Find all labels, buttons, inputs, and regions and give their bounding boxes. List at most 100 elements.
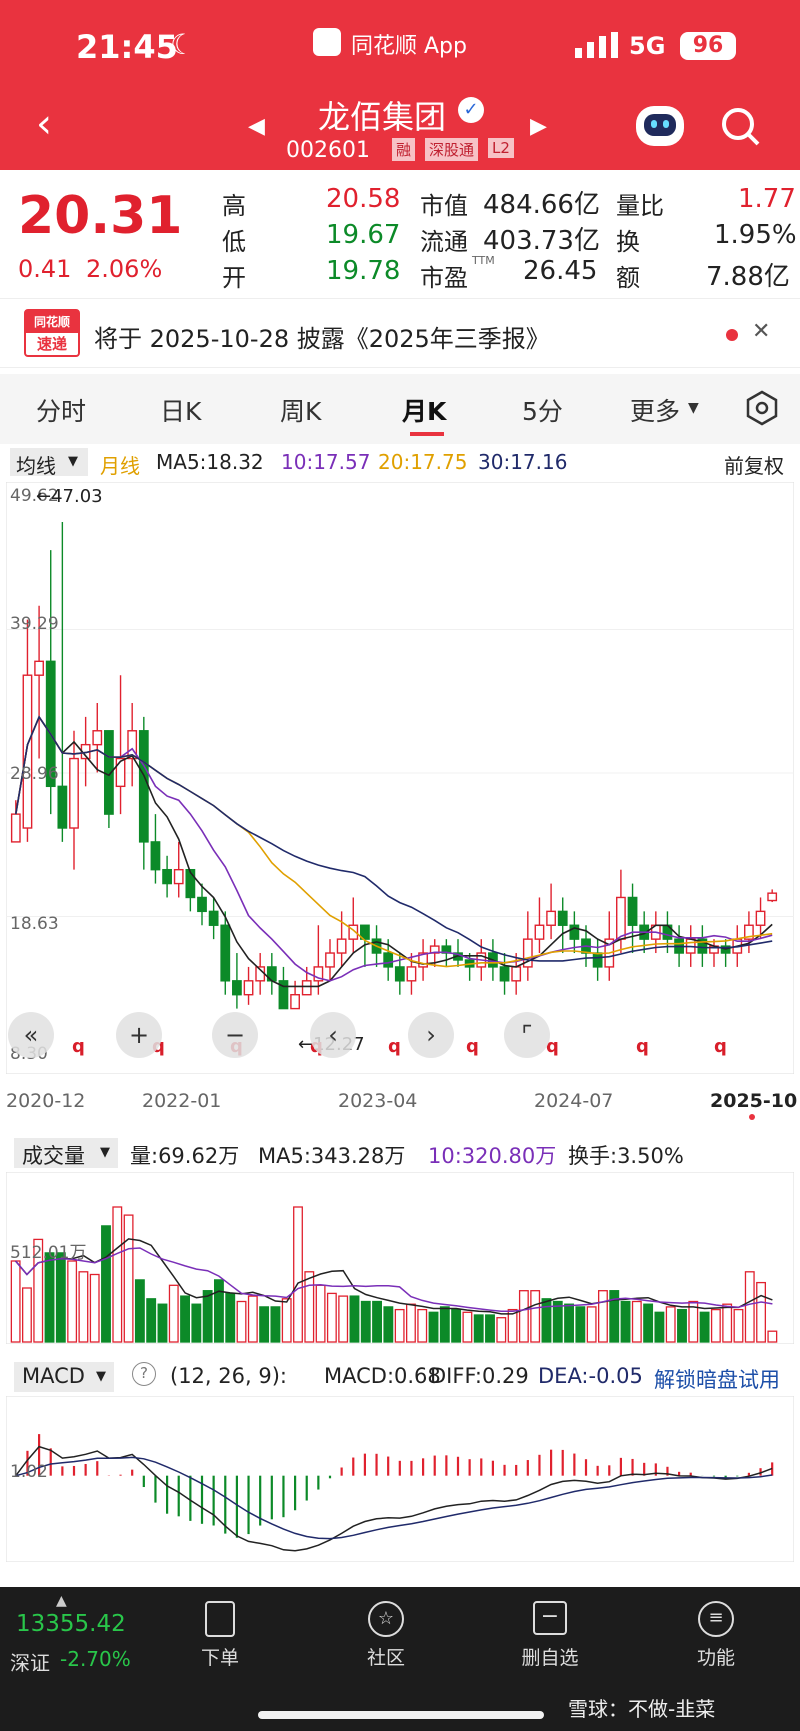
volume-bar: [372, 1300, 383, 1343]
tab-intraday[interactable]: 分时: [36, 397, 87, 426]
label-vol-ratio: 量比: [616, 192, 664, 220]
macd-params: (12, 26, 9):: [170, 1364, 287, 1388]
pan-left-icon[interactable]: ‹: [310, 1012, 356, 1058]
value-open: 19.78: [326, 256, 401, 286]
report-marker[interactable]: q: [466, 1036, 479, 1057]
volume-bar: [213, 1279, 224, 1343]
candle-body: [348, 924, 359, 940]
report-marker[interactable]: q: [546, 1036, 559, 1057]
unlock-dark-pool-link[interactable]: 解锁暗盘试用: [654, 1368, 780, 1392]
index-change: -2.70%: [60, 1647, 131, 1671]
order-icon: [205, 1601, 235, 1637]
volume-bar: [552, 1300, 563, 1343]
candle-body: [697, 938, 708, 954]
star-icon: ☆: [368, 1601, 404, 1637]
notice-close-icon[interactable]: ✕: [752, 319, 771, 344]
volume-bar: [439, 1306, 450, 1343]
candle-body: [546, 910, 556, 926]
tab-more[interactable]: 更多: [630, 397, 681, 426]
volume-indicator-selector[interactable]: [14, 1138, 118, 1168]
volume-ma10-line: [15, 1247, 773, 1312]
robot-assistant-icon[interactable]: [636, 106, 684, 146]
tab-5min[interactable]: 5分: [522, 397, 563, 426]
tab-weekly[interactable]: 周K: [280, 397, 322, 426]
volume-ma5-line: [15, 1238, 773, 1315]
candle-body: [406, 966, 417, 982]
candle-body: [569, 924, 580, 940]
order-button[interactable]: 下单: [170, 1601, 270, 1670]
candle-body: [616, 896, 626, 940]
value-low: 19.67: [326, 220, 401, 250]
value-turnover: 1.95%: [714, 220, 797, 250]
label-amount: 额: [616, 264, 640, 292]
functions-label: 功能: [696, 1647, 735, 1669]
volume-bar: [575, 1306, 586, 1343]
candle-body: [301, 980, 312, 996]
value-pe: 26.45: [523, 256, 598, 286]
volume-bar: [349, 1295, 360, 1343]
volume-bar: [360, 1300, 371, 1343]
x-tick: 2023-04: [338, 1090, 418, 1112]
report-marker[interactable]: q: [714, 1036, 727, 1057]
volume-ma5: MA5:343.28万: [258, 1144, 406, 1168]
volume-y-tick: 512.01万: [10, 1243, 87, 1263]
candle-body: [511, 966, 522, 982]
report-marker[interactable]: q: [388, 1036, 401, 1057]
back-icon[interactable]: ‹: [36, 101, 52, 147]
next-stock-icon[interactable]: ▶: [530, 114, 547, 139]
indicator-chevron-icon: ▼: [68, 454, 78, 469]
volume-bar: [123, 1214, 134, 1343]
macd-indicator-selector[interactable]: [14, 1362, 114, 1392]
candle-body: [92, 730, 103, 746]
volume-value: 量:69.62万: [130, 1144, 240, 1168]
volume-bar: [101, 1225, 111, 1343]
adjust-label[interactable]: 前复权: [724, 454, 784, 478]
help-icon[interactable]: ?: [132, 1362, 156, 1386]
volume-bar: [146, 1298, 157, 1343]
volume-bar: [67, 1260, 78, 1343]
period-tabs: [0, 374, 800, 444]
home-indicator: [258, 1711, 544, 1719]
settings-icon[interactable]: [744, 390, 780, 430]
candlestick-chart[interactable]: [6, 482, 794, 1074]
search-icon[interactable]: [720, 106, 762, 152]
stock-code: 002601: [286, 138, 370, 163]
x-tick: 2024-07: [534, 1090, 614, 1112]
volume-bar: [699, 1311, 710, 1343]
tab-daily[interactable]: 日K: [160, 397, 202, 426]
candle-body: [522, 938, 533, 968]
status-time: 21:45: [76, 28, 178, 66]
candle-body: [360, 924, 370, 940]
value-vol-ratio: 1.77: [738, 184, 796, 214]
volume-bar: [451, 1308, 462, 1343]
remove-watchlist-label: 删自选: [521, 1647, 579, 1669]
y-tick-max: 49.62: [10, 486, 59, 506]
report-marker[interactable]: q: [636, 1036, 649, 1057]
community-button[interactable]: ☆ 社区: [336, 1601, 436, 1670]
rewind-icon[interactable]: «: [8, 1012, 54, 1058]
indicator-selector[interactable]: [10, 448, 88, 476]
remove-watchlist-button[interactable]: − 删自选: [500, 1601, 600, 1670]
index-value[interactable]: 13355.42: [16, 1611, 126, 1637]
tab-monthly[interactable]: 月K: [402, 397, 447, 426]
volume-bar: [597, 1290, 608, 1343]
volume-bar: [112, 1206, 123, 1343]
volume-bar: [89, 1273, 100, 1343]
zoom-in-icon[interactable]: +: [116, 1012, 162, 1058]
bottom-nav: ▲ 13355.42 深证 -2.70% 下单 ☆ 社区 − 删自选 ≡ 功能 …: [0, 1587, 800, 1731]
prev-stock-icon[interactable]: ◀: [248, 114, 265, 139]
zoom-out-icon[interactable]: −: [212, 1012, 258, 1058]
macd-chart[interactable]: [6, 1396, 794, 1562]
report-marker[interactable]: q: [72, 1036, 85, 1057]
order-label: 下单: [200, 1647, 239, 1669]
volume-bar: [168, 1284, 179, 1343]
moon-icon: ☾: [170, 28, 196, 61]
label-mktcap: 市值: [420, 192, 468, 220]
functions-button[interactable]: ≡ 功能: [666, 1601, 766, 1670]
pan-right-icon[interactable]: ›: [408, 1012, 454, 1058]
fullscreen-icon[interactable]: ⌜: [504, 1012, 550, 1058]
volume-chart[interactable]: [6, 1172, 794, 1344]
notice-bar[interactable]: 同花顺 速递 将于 2025-10-28 披露《2025年三季报》 ✕: [0, 298, 800, 368]
volume-bar: [134, 1279, 145, 1343]
